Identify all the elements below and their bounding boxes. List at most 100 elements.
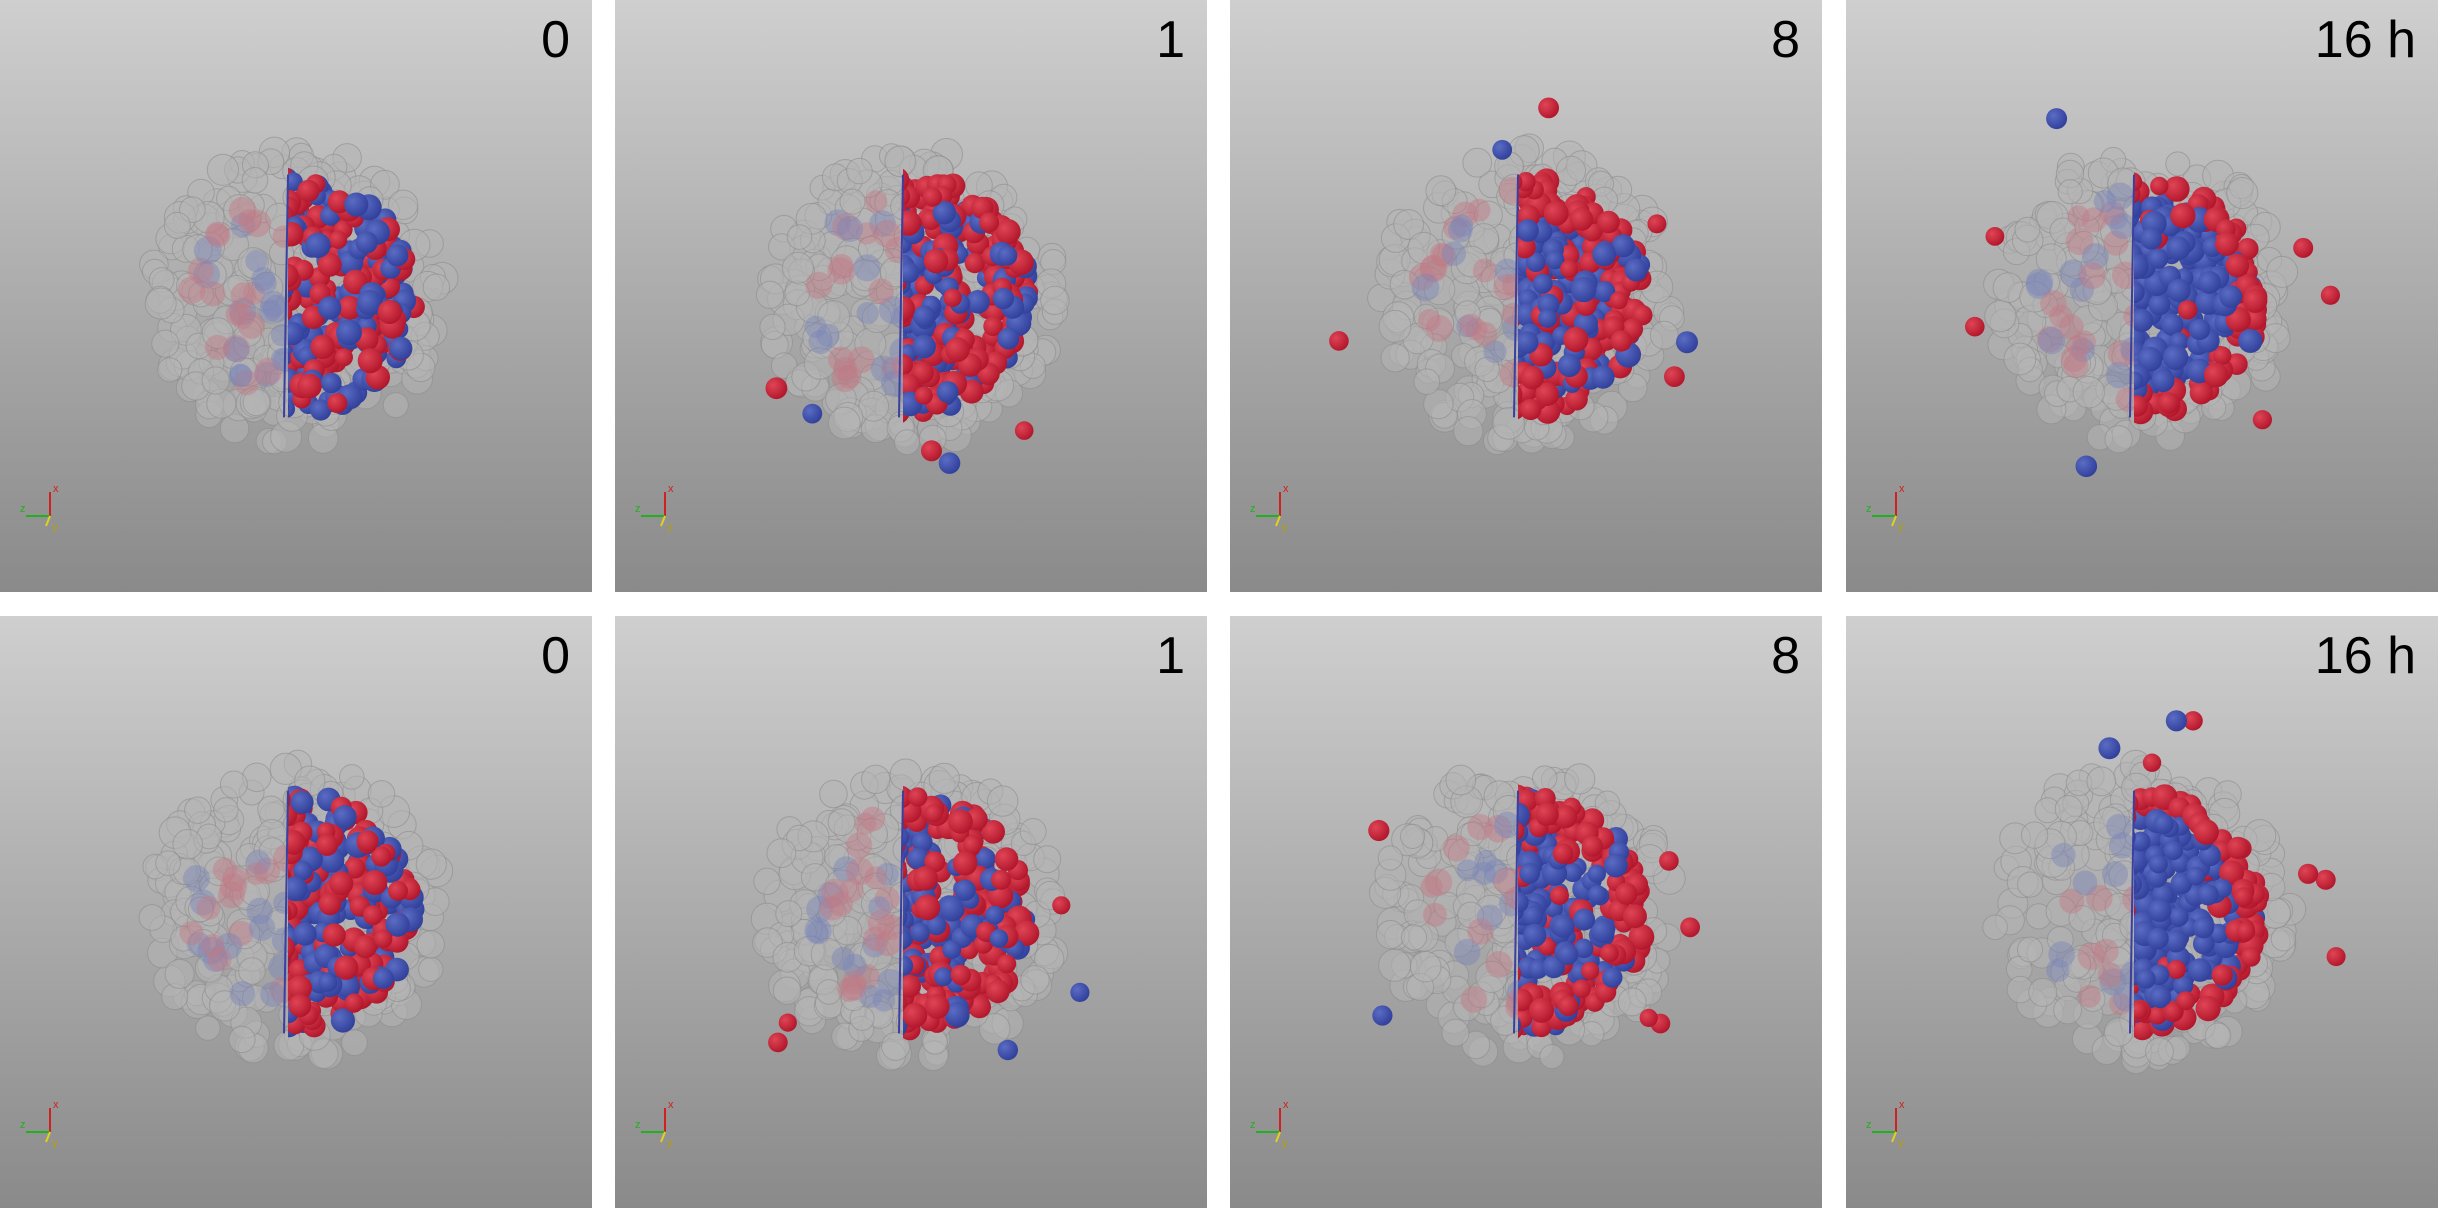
- faded-red-cell: [1408, 264, 1435, 291]
- faded-red-cell: [200, 934, 225, 958]
- red-cell: [2164, 176, 2190, 202]
- red-cell: [903, 168, 910, 191]
- faded-blue-cell: [2059, 259, 2087, 287]
- red-cell: [997, 954, 1017, 974]
- blue-cell: [1545, 250, 1565, 270]
- faded-red-cell: [855, 222, 879, 245]
- faded-red-cell: [873, 220, 902, 248]
- outer-cell: [1475, 960, 1508, 993]
- blue-cell: [1525, 252, 1546, 272]
- red-cell: [288, 263, 299, 288]
- faded-red-cell: [805, 271, 833, 299]
- blue-cell: [385, 912, 410, 937]
- blue-cell: [310, 399, 332, 421]
- blue-cell: [1537, 293, 1560, 316]
- red-cell: [1569, 207, 1594, 231]
- red-cell: [1565, 387, 1588, 411]
- red-cell: [945, 337, 970, 362]
- faded-red-cell: [222, 866, 247, 891]
- blue-cell: [335, 974, 360, 998]
- red-cell: [2158, 392, 2180, 414]
- axis-y-line: [45, 1131, 51, 1143]
- outer-cell: [422, 273, 451, 301]
- faded-red-cell: [212, 857, 237, 882]
- faded-red-cell: [880, 357, 903, 380]
- blue-cell: [913, 305, 935, 328]
- outer-cell: [824, 844, 850, 870]
- faded-red-cell: [205, 221, 230, 246]
- time-label: 0: [541, 627, 570, 685]
- outer-cell: [922, 1029, 948, 1055]
- red-cell: [2134, 172, 2143, 192]
- red-cell: [950, 964, 971, 986]
- outer-cell: [1413, 368, 1441, 396]
- faded-blue-cell: [228, 297, 257, 326]
- escaped-red-cell: [2293, 237, 2314, 258]
- faded-red-cell: [234, 369, 260, 396]
- axis-y-label: y: [52, 521, 58, 533]
- faded-blue-cell: [245, 249, 268, 273]
- cross-section: [288, 167, 425, 421]
- faded-red-cell: [877, 914, 904, 941]
- outer-cell: [1445, 764, 1477, 796]
- red-cell: [964, 253, 985, 274]
- blue-cell: [293, 922, 317, 946]
- blue-cell: [1587, 864, 1606, 883]
- red-cell: [994, 847, 1019, 871]
- red-cell: [327, 393, 348, 414]
- blue-cell: [903, 907, 908, 927]
- outer-cell: [1453, 416, 1484, 447]
- escaped-red-cell: [1985, 227, 2005, 246]
- axis-z-label: z: [20, 503, 26, 515]
- outer-cell: [881, 1031, 911, 1061]
- blue-cell: [288, 399, 296, 418]
- faded-blue-cell: [853, 254, 881, 282]
- red-cell: [297, 179, 320, 202]
- red-cell: [1610, 330, 1632, 352]
- blue-cell: [1590, 918, 1615, 944]
- faded-red-cell: [839, 878, 864, 903]
- outer-cell: [987, 785, 1019, 817]
- axis-y-label: y: [1898, 521, 1904, 533]
- faded-red-cell: [2072, 330, 2096, 355]
- faded-red-cell: [1452, 201, 1479, 228]
- blue-cell: [1557, 353, 1581, 378]
- outer-cell: [824, 869, 858, 902]
- faded-red-cell: [200, 281, 226, 307]
- faded-blue-cell: [1456, 315, 1479, 338]
- outer-cell: [415, 848, 447, 880]
- red-cell: [329, 871, 354, 896]
- faded-red-cell: [1431, 243, 1457, 268]
- faded-red-cell: [854, 964, 880, 990]
- faded-blue-cell: [186, 931, 211, 956]
- outer-cell: [1407, 231, 1440, 265]
- outer-cell: [1532, 765, 1558, 791]
- faded-red-cell: [178, 276, 206, 304]
- faded-red-cell: [1465, 318, 1488, 341]
- red-cell: [334, 955, 359, 980]
- red-cell: [362, 870, 388, 895]
- outer-cell: [1455, 245, 1488, 278]
- outer-cell: [213, 797, 239, 823]
- red-cell: [903, 186, 911, 207]
- faded-red-cell: [2063, 352, 2089, 379]
- faded-red-cell: [1472, 258, 1497, 283]
- outer-cell: [1474, 356, 1500, 383]
- blue-cell: [389, 336, 413, 360]
- faded-blue-cell: [1483, 340, 1507, 364]
- axis-x-label: x: [1899, 483, 1905, 495]
- faded-red-cell: [827, 257, 855, 285]
- blue-cell: [966, 290, 990, 314]
- red-cell: [1597, 210, 1620, 234]
- axis-z-label: z: [20, 1119, 26, 1131]
- outer-cell: [1375, 920, 1405, 950]
- faded-blue-cell: [806, 895, 834, 923]
- faded-blue-cell: [1474, 849, 1497, 872]
- faded-red-cell: [860, 806, 886, 832]
- outer-cell: [2165, 151, 2191, 177]
- outer-cell: [1649, 320, 1679, 350]
- outer-cell: [187, 896, 214, 923]
- blue-cell: [2151, 369, 2175, 393]
